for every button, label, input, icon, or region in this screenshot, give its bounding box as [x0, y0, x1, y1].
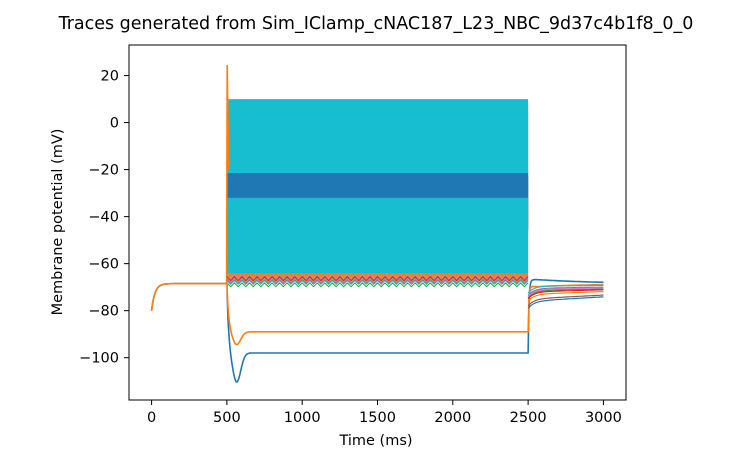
trace-band-9 [226, 173, 529, 198]
trace-rebound-6 [527, 284, 604, 294]
trace-hyperpolarizing-0 [150, 278, 604, 383]
x-tick-label-3: 1500 [359, 410, 396, 426]
plot-area [150, 64, 604, 383]
y-tick-label-5: 0 [110, 116, 119, 132]
x-tick-label-2: 1000 [284, 410, 321, 426]
trace-rebound-1 [527, 288, 604, 299]
trace-near-rest-5 [226, 278, 529, 284]
x-tick-label-5: 2500 [510, 410, 547, 426]
initial-spike [225, 64, 230, 284]
trace-rebound-3 [527, 286, 604, 296]
trace-hyperpolarizing-1 [150, 282, 604, 346]
trace-near-rest-1 [226, 277, 529, 283]
trace-rebound-5 [527, 287, 604, 297]
y-tick-label-0: −100 [79, 351, 119, 367]
x-tick-label-6: 3000 [585, 410, 622, 426]
x-tick-label-1: 500 [213, 410, 241, 426]
y-tick-label-2: −60 [88, 257, 119, 273]
trace-near-rest-4 [226, 282, 529, 288]
x-axis: 0 500 1000 1500 2000 2500 3000 [147, 400, 622, 426]
trace-near-rest-2 [226, 275, 529, 281]
y-tick-label-1: −80 [88, 304, 119, 320]
x-tick-label-0: 0 [147, 410, 156, 426]
y-axis: −100 −80 −60 −40 −20 0 20 [79, 69, 129, 367]
y-tick-label-6: 20 [101, 69, 119, 85]
x-axis-label: Time (ms) [338, 433, 412, 449]
trace-near-rest-3 [226, 273, 529, 280]
y-tick-label-4: −20 [88, 163, 119, 179]
trace-rebound-0 [527, 291, 604, 302]
trace-rebound-7 [527, 296, 604, 309]
trace-near-rest-0 [226, 279, 529, 286]
y-tick-label-3: −40 [88, 210, 119, 226]
trace-rebound-4 [527, 294, 604, 307]
x-tick-label-4: 2000 [434, 410, 471, 426]
y-axis-label: Membrane potential (mV) [50, 129, 66, 316]
chart-title: Traces generated from Sim_IClamp_cNAC187… [58, 14, 694, 34]
trace-near-rest-6 [226, 276, 529, 282]
trace-rebound-2 [527, 289, 604, 300]
